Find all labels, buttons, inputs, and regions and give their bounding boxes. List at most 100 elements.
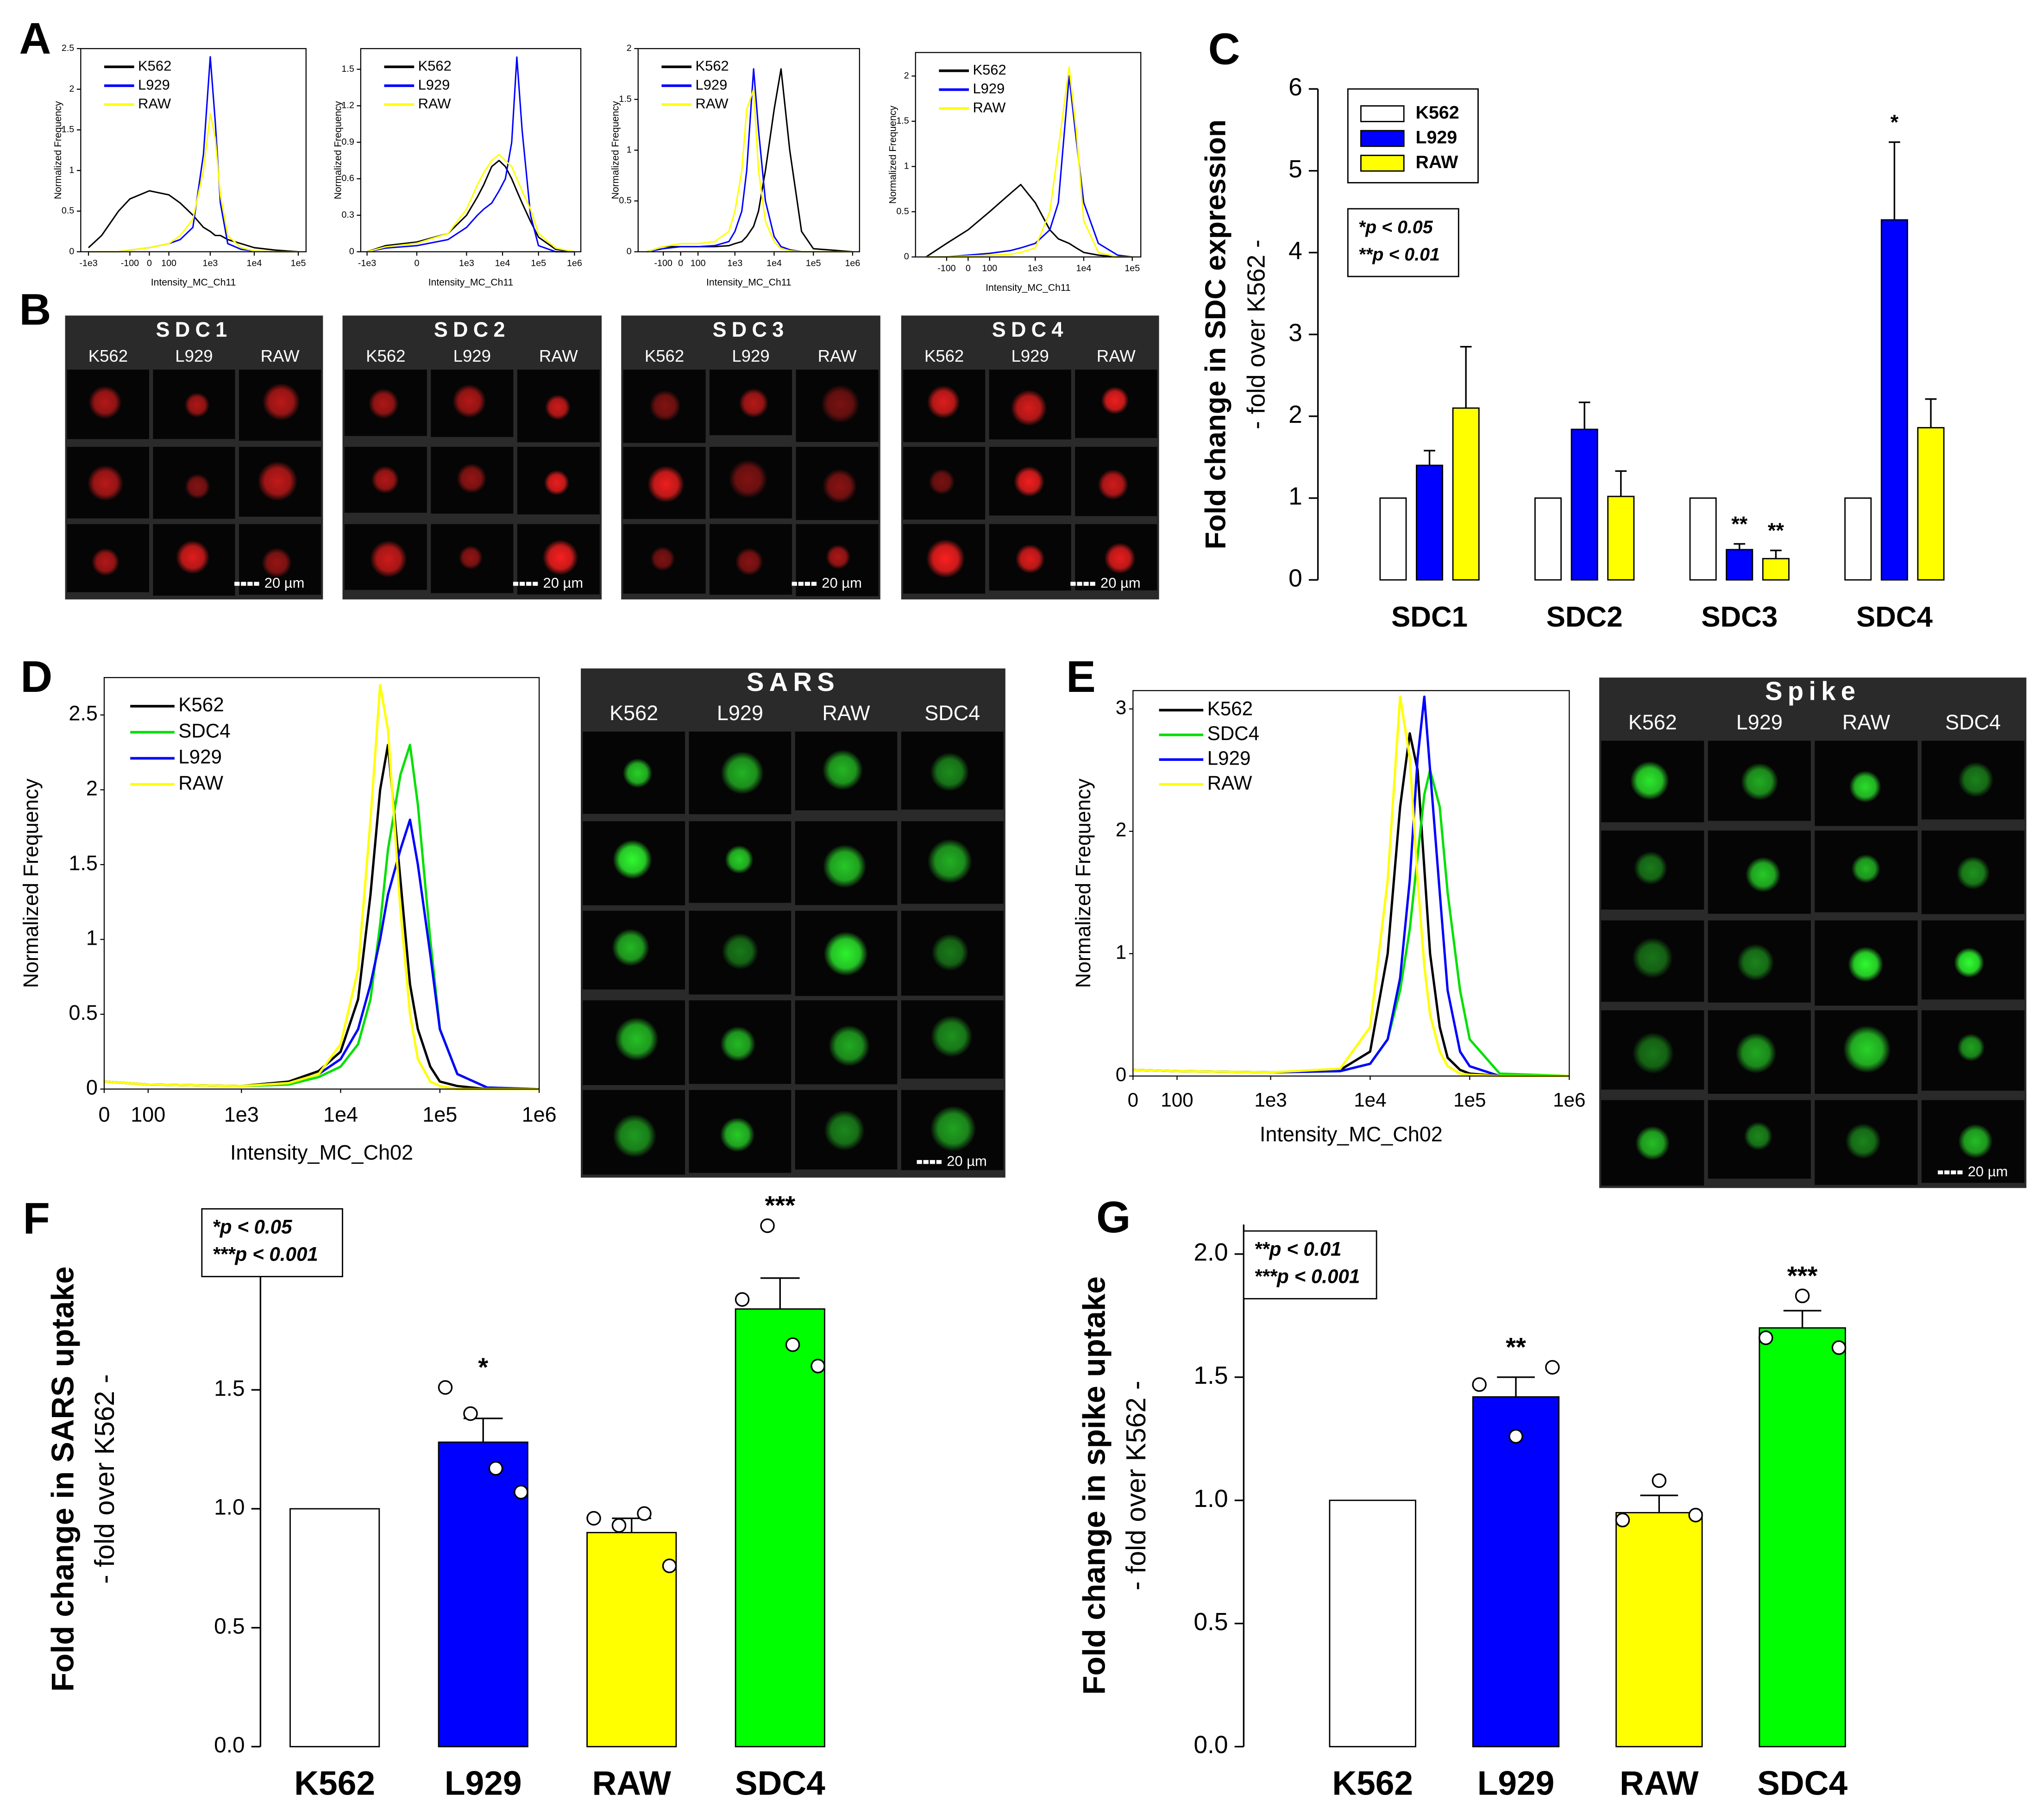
y-tick-label: 1.5 — [69, 851, 98, 875]
image-column-label: L929 — [175, 346, 213, 365]
bar — [1534, 497, 1562, 581]
cell — [829, 1025, 870, 1067]
legend-label: RAW — [1415, 152, 1458, 172]
bar — [1759, 1327, 1846, 1748]
legend-label: K562 — [138, 57, 171, 74]
significance: ** — [1731, 512, 1748, 536]
cell — [1098, 469, 1129, 500]
legend-label: RAW — [973, 99, 1006, 115]
cell — [1851, 854, 1880, 884]
data-point — [637, 1506, 652, 1521]
legend-label: RAW — [696, 95, 729, 112]
legend-label: RAW — [138, 95, 171, 112]
cell — [930, 1105, 976, 1152]
y-axis-label: Normalized Frequency — [1071, 778, 1095, 988]
cell — [721, 751, 764, 795]
legend-label: RAW — [1207, 772, 1252, 794]
x-tick-label: 1e6 — [567, 258, 582, 268]
x-tick-label: 1e4 — [323, 1103, 358, 1126]
data-point — [1508, 1429, 1523, 1444]
bar — [1379, 497, 1407, 581]
y-axis-sublabel: - fold over K562 - — [1243, 239, 1270, 429]
legend-label: L929 — [418, 76, 450, 93]
cell — [262, 383, 300, 421]
image-column-label: L929 — [1736, 710, 1783, 734]
histogram-line — [367, 153, 575, 253]
cell — [88, 386, 122, 419]
legend-label: L929 — [1415, 127, 1457, 147]
cell — [930, 1015, 973, 1057]
y-tick-label: 0 — [86, 1076, 98, 1099]
x-tick-label: 1e6 — [1553, 1089, 1585, 1111]
significance: ** — [1506, 1332, 1526, 1362]
y-axis-label: Normalized Frequency — [19, 778, 43, 988]
image-column-label: RAW — [818, 346, 857, 365]
cell — [823, 844, 867, 888]
y-tick-label: 0 — [349, 246, 354, 257]
cell — [821, 384, 860, 423]
cell — [612, 929, 650, 966]
data-point — [1688, 1507, 1703, 1523]
plot-frame — [915, 52, 1142, 257]
y-tick-label: 0.5 — [62, 206, 74, 216]
y-axis-label: Fold change in spike uptake — [1077, 1276, 1112, 1695]
data-point — [1831, 1340, 1847, 1355]
y-tick-label: 1.5 — [62, 125, 74, 135]
legend-label: K562 — [1207, 698, 1253, 720]
panel-label: E — [1066, 652, 1096, 702]
cell — [1845, 1123, 1881, 1159]
cell — [185, 474, 210, 499]
y-tick-label: 0.5 — [896, 206, 909, 216]
cell — [615, 1017, 659, 1061]
error-bar — [1497, 1376, 1535, 1397]
panel-label: A — [19, 14, 51, 63]
y-tick-label: 0.0 — [214, 1733, 245, 1757]
data-point — [611, 1518, 627, 1533]
x-tick-label: RAW — [1620, 1764, 1699, 1802]
y-axis-label: Normalized Frequency — [610, 101, 621, 199]
cell — [822, 749, 863, 791]
image-column-label: K562 — [924, 346, 964, 365]
x-tick-label: 1e3 — [459, 258, 474, 268]
image-column-label: RAW — [539, 346, 578, 365]
cell — [1735, 1032, 1777, 1073]
x-tick-label: 1e3 — [224, 1103, 259, 1126]
bar — [1615, 1512, 1703, 1748]
bar — [1472, 1396, 1560, 1748]
error-bar — [1925, 398, 1937, 428]
y-tick-label: 1.2 — [341, 100, 354, 111]
data-point — [586, 1511, 601, 1526]
x-tick-label: -100 — [654, 258, 672, 268]
cell — [1101, 386, 1129, 414]
cell — [371, 466, 399, 494]
error-bar — [463, 1418, 503, 1443]
cell — [1630, 761, 1669, 800]
y-tick-label: 1.0 — [214, 1495, 245, 1520]
x-tick-label: RAW — [592, 1764, 671, 1802]
x-tick-label: L929 — [1477, 1764, 1555, 1802]
cell — [1104, 542, 1136, 574]
y-tick-label: 0.5 — [214, 1614, 245, 1638]
x-tick-label: SDC4 — [1856, 601, 1933, 633]
bar — [1917, 427, 1945, 581]
scale-bar-label: 20 µm — [822, 575, 862, 591]
histogram-line — [367, 56, 575, 253]
x-tick-label: SDC1 — [1391, 601, 1468, 633]
cell — [720, 1026, 756, 1062]
image-column-label: L929 — [732, 346, 769, 365]
x-tick-label: 1e3 — [203, 258, 218, 268]
x-axis-label: Intensity_MC_Ch11 — [986, 282, 1071, 293]
x-tick-label: 100 — [1161, 1089, 1193, 1111]
x-tick-label: 0 — [1128, 1089, 1138, 1111]
cell — [1011, 389, 1047, 426]
legend-label: K562 — [973, 62, 1006, 78]
cell — [1954, 948, 1985, 978]
note: ***p < 0.001 — [212, 1243, 318, 1265]
y-tick-label: 1 — [86, 926, 98, 949]
y-tick-label: 1 — [1288, 483, 1302, 510]
image-column-label: RAW — [1097, 346, 1136, 365]
data-point — [1615, 1512, 1630, 1528]
cell — [1957, 1034, 1985, 1061]
y-tick-label: 3 — [1288, 319, 1302, 346]
y-tick-label: 3 — [1116, 697, 1126, 718]
